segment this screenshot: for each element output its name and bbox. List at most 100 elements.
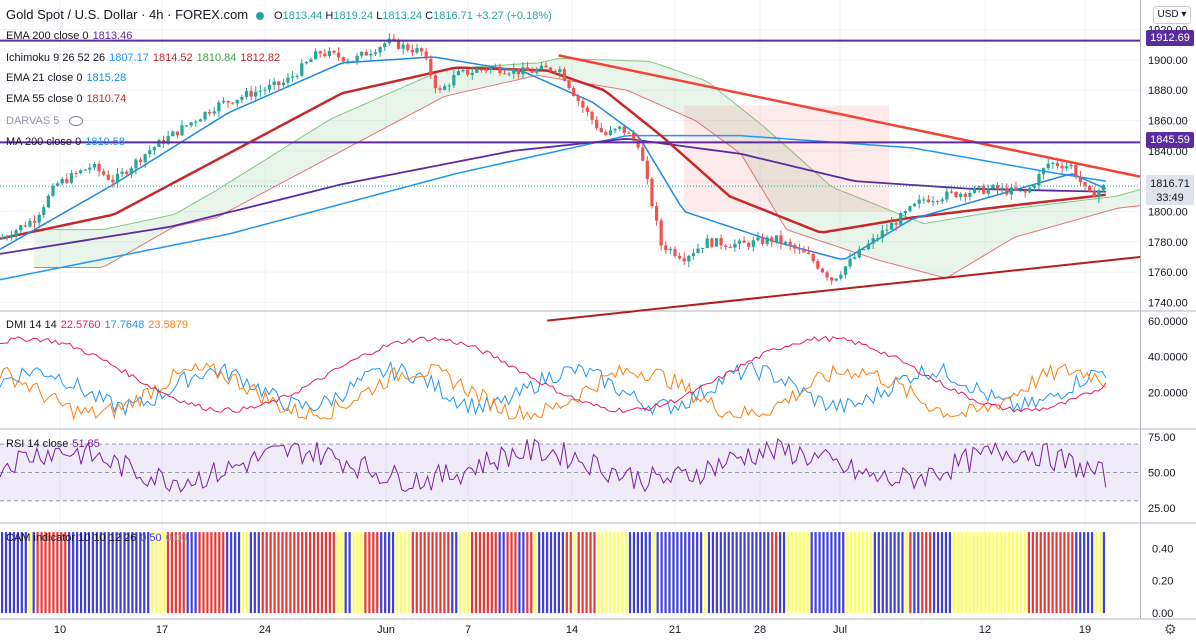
candle-body: [332, 50, 336, 53]
dmi-tick-label[interactable]: 20.0000: [1148, 387, 1188, 399]
candle-body: [871, 238, 875, 244]
price-tick-label[interactable]: 1840.00: [1148, 146, 1188, 158]
settings-gear-icon[interactable]: ⚙: [1164, 621, 1177, 637]
candle-body: [383, 43, 387, 48]
cam-bar: [929, 532, 932, 614]
time-tick-label[interactable]: 17: [156, 624, 168, 636]
legend-cam[interactable]: CAM indicator 10 10 12 26 0.50 0.00: [6, 532, 188, 544]
time-tick-label[interactable]: 19: [1079, 624, 1091, 636]
price-tick-label[interactable]: 1900.00: [1148, 55, 1188, 67]
candle-body: [438, 88, 442, 90]
cam-bar: [131, 532, 134, 614]
candle-body: [576, 95, 580, 101]
candle-body: [977, 186, 981, 188]
price-tick-label[interactable]: 1860.00: [1148, 116, 1188, 128]
symbol-title[interactable]: Gold Spot / U.S. Dollar · 4h · FOREX.com: [6, 7, 249, 22]
cam-bar: [293, 532, 296, 614]
cam-bar: [407, 532, 410, 614]
candle-body: [129, 168, 133, 175]
legend-darvas[interactable]: DARVAS 5: [6, 114, 87, 128]
candle-body: [783, 241, 788, 244]
rsi-tick-label[interactable]: 25.00: [1148, 503, 1176, 515]
time-tick-label[interactable]: 7: [465, 624, 471, 636]
candle-body: [581, 100, 585, 108]
cam-bar: [162, 532, 166, 614]
cam-bar: [1039, 532, 1042, 614]
candle-body: [1092, 191, 1096, 198]
legend-rsi[interactable]: RSI 14 close 51.85: [6, 438, 100, 450]
cam-bar: [806, 532, 809, 614]
candle-body: [945, 191, 949, 200]
candle-body: [876, 238, 880, 240]
rsi-tick-label[interactable]: 50.00: [1148, 467, 1176, 479]
time-tick-label[interactable]: 14: [566, 624, 578, 636]
candle-body: [627, 132, 631, 134]
time-tick-label[interactable]: 24: [259, 624, 271, 636]
price-tick-label[interactable]: 1760.00: [1148, 267, 1188, 279]
candle-body: [489, 66, 493, 71]
cam-bar: [834, 532, 837, 614]
cam-bar: [360, 532, 363, 614]
cam-bar: [846, 532, 849, 614]
time-axis[interactable]: 10 17 24 Jun 7 14 21 28 Jul 12 19: [54, 624, 1091, 636]
cam-bar: [842, 532, 845, 614]
hidden-eye-icon[interactable]: [69, 116, 84, 127]
price-tick-label[interactable]: 1800.00: [1148, 206, 1188, 218]
legend-ema200[interactable]: EMA 200 close 0 1813.46: [6, 30, 133, 42]
candle-body: [572, 88, 576, 96]
cam-bar: [561, 532, 564, 614]
dmi-tick-label[interactable]: 60.0000: [1148, 316, 1188, 328]
candle-body: [1051, 162, 1055, 164]
candle-body: [484, 69, 488, 71]
cam-bar: [151, 532, 154, 614]
time-tick-label[interactable]: Jul: [833, 624, 847, 636]
legend-dmi[interactable]: DMI 14 14 22.5760 17.7648 23.5879: [6, 319, 189, 331]
legend-ichimoku[interactable]: Ichimoku 9 26 52 26 1807.17 1814.52 1810.84…: [6, 52, 281, 64]
time-tick-label[interactable]: 12: [979, 624, 991, 636]
candle-body: [235, 99, 239, 104]
cam-bar: [186, 532, 189, 614]
time-tick-label[interactable]: 21: [669, 624, 681, 636]
time-tick-label[interactable]: Jun: [377, 624, 395, 636]
cam-tick-label[interactable]: 0.20: [1152, 576, 1173, 588]
candle-body: [677, 255, 682, 259]
currency-button[interactable]: USD ▾: [1153, 6, 1191, 24]
cam-bar: [944, 532, 948, 614]
candle-body: [885, 229, 889, 231]
horizontal-levels[interactable]: [0, 39, 1140, 144]
price-axes[interactable]: 1740.001760.001780.001800.001820.001840.…: [1148, 25, 1188, 621]
candle-body: [1046, 163, 1050, 169]
cam-bar: [24, 532, 27, 614]
cam-bar: [36, 532, 39, 614]
cam-bar: [688, 532, 691, 614]
cam-tick-label[interactable]: 0.00: [1152, 608, 1173, 620]
candle-body: [548, 67, 553, 71]
rsi-line: [0, 438, 1107, 493]
cam-bar: [921, 532, 924, 614]
candle-body: [493, 66, 497, 68]
cam-bar: [1047, 532, 1050, 614]
dmi-tick-label[interactable]: 40.0000: [1148, 352, 1188, 364]
candle-body: [866, 243, 871, 250]
cam-tick-label[interactable]: 0.40: [1152, 543, 1173, 555]
cam-bar: [486, 532, 489, 614]
cam-bar: [696, 532, 699, 614]
rsi-tick-label[interactable]: 75.00: [1148, 432, 1176, 444]
time-tick-label[interactable]: 28: [754, 624, 766, 636]
price-tick-label[interactable]: 1780.00: [1148, 237, 1188, 249]
legend-ema55[interactable]: EMA 55 close 0 1810.74: [6, 93, 127, 105]
cam-bar: [739, 532, 742, 614]
legend-ema21[interactable]: EMA 21 close 0 1815.28: [6, 72, 127, 84]
candle-body: [327, 50, 332, 56]
price-tick-label[interactable]: 1880.00: [1148, 85, 1188, 97]
legend-ma200[interactable]: MA 200 close 0 1819.58: [6, 136, 125, 148]
candle-body: [673, 248, 677, 256]
cam-bar: [1031, 532, 1034, 614]
cam-bar: [644, 532, 647, 614]
cam-bar: [601, 532, 604, 614]
cam-bar: [32, 532, 35, 614]
price-tick-label[interactable]: 1740.00: [1148, 297, 1188, 309]
time-tick-label[interactable]: 10: [54, 624, 66, 636]
cam-bar: [79, 532, 83, 614]
